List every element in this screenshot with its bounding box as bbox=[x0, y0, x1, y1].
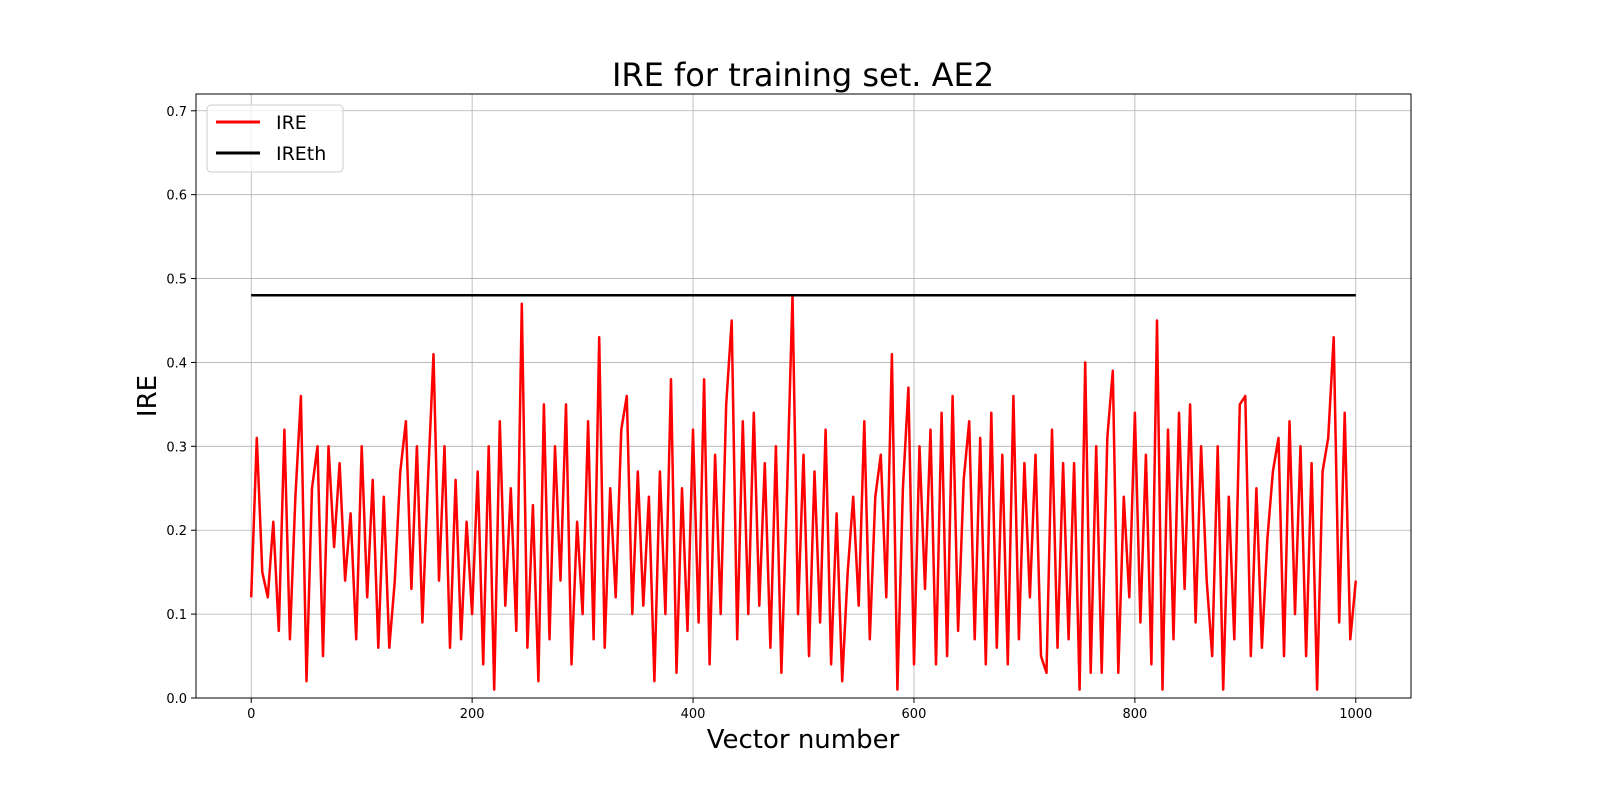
legend-label-ire: IRE bbox=[276, 112, 307, 134]
plot-frame bbox=[195, 93, 1412, 699]
y-tick-label: 0.1 bbox=[166, 608, 187, 623]
y-tick-label: 0.4 bbox=[166, 356, 187, 371]
series-layer bbox=[249, 294, 1358, 691]
legend-label-ireth: IREth bbox=[276, 143, 326, 165]
series-line-ire bbox=[249, 294, 1358, 691]
legend: IRE IREth bbox=[206, 104, 344, 173]
y-tick-label: 0.2 bbox=[166, 524, 187, 539]
x-tick-label: 1000 bbox=[1339, 707, 1372, 722]
y-tick-label: 0.3 bbox=[166, 440, 187, 455]
x-tick-label: 200 bbox=[460, 707, 485, 722]
chart-title: IRE for training set. AE2 bbox=[612, 56, 994, 94]
x-tick-label: 800 bbox=[1122, 707, 1147, 722]
ticks: 0 200 400 600 800 1000 0.0 0.1 0.2 0.3 0.4 0.5 0.6 0.… bbox=[166, 105, 1372, 722]
x-tick-label: 400 bbox=[681, 707, 706, 722]
y-tick-label: 0.0 bbox=[166, 692, 187, 707]
x-tick-label: 600 bbox=[902, 707, 927, 722]
x-tick-label: 0 bbox=[247, 707, 255, 722]
x-axis-label: Vector number bbox=[707, 725, 900, 755]
y-tick-label: 0.6 bbox=[166, 189, 187, 204]
y-axis-label: IRE bbox=[133, 375, 163, 417]
y-tick-label: 0.7 bbox=[166, 105, 187, 120]
y-tick-label: 0.5 bbox=[166, 273, 187, 288]
